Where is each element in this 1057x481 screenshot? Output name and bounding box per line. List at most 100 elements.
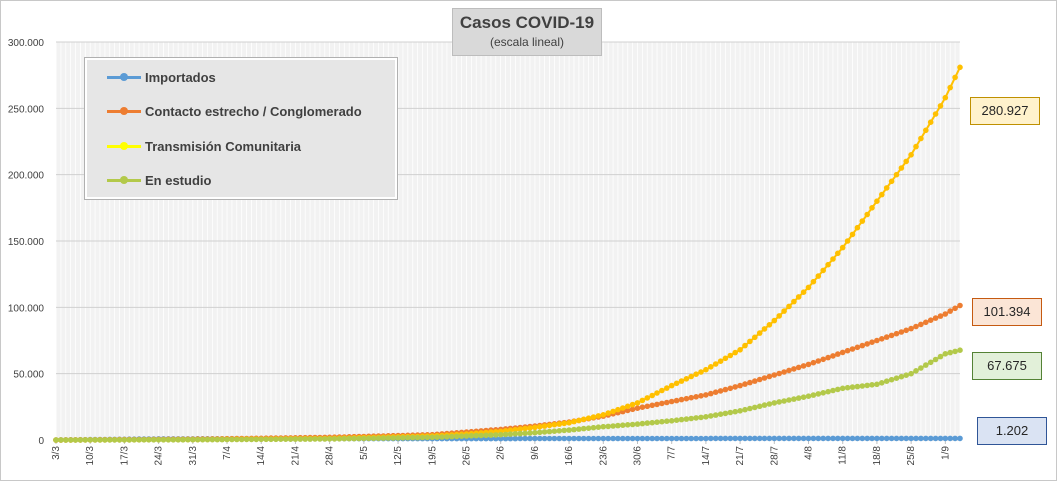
series-point-3: [688, 415, 694, 422]
legend-item-estudio: En estudio: [107, 170, 211, 190]
series-point-3: [527, 430, 533, 436]
series-point-0: [737, 435, 743, 442]
series-point-0: [957, 435, 963, 442]
series-point-3: [566, 427, 572, 433]
series-point-2: [908, 152, 914, 158]
series-point-3: [600, 423, 607, 430]
series-point-3: [444, 434, 450, 440]
series-point-3: [453, 433, 460, 440]
series-point-3: [712, 412, 719, 418]
series-point-2: [556, 421, 563, 427]
series-point-0: [879, 435, 885, 442]
series-point-3: [92, 437, 98, 443]
series-point-1: [800, 363, 807, 369]
series-point-1: [844, 347, 851, 354]
series-point-3: [204, 436, 211, 443]
series-point-1: [722, 386, 729, 393]
x-tick-label: 14/4: [256, 446, 267, 466]
legend-label: En estudio: [145, 172, 212, 188]
series-point-1: [952, 305, 958, 312]
series-point-3: [888, 376, 895, 383]
series-point-0: [918, 435, 924, 442]
series-point-1: [712, 389, 719, 396]
series-point-3: [942, 351, 949, 357]
series-point-0: [624, 435, 631, 442]
series-point-3: [370, 435, 377, 442]
x-tick-label: 3/3: [51, 446, 62, 460]
series-point-3: [102, 437, 108, 443]
series-point-3: [214, 436, 221, 443]
series-point-1: [864, 341, 870, 347]
series-point-2: [668, 382, 675, 389]
series-point-3: [155, 437, 162, 443]
series-point-3: [194, 436, 201, 443]
series-point-2: [835, 250, 841, 257]
series-point-0: [546, 435, 553, 442]
series-point-0: [815, 435, 822, 442]
series-point-2: [800, 289, 807, 296]
series-point-3: [307, 436, 313, 442]
y-tick-label: 50.000: [13, 370, 44, 381]
series-point-1: [830, 353, 836, 359]
series-point-1: [766, 373, 773, 380]
series-point-3: [243, 436, 250, 443]
series-point-2: [654, 390, 660, 396]
series-point-1: [708, 390, 714, 397]
series-point-3: [375, 435, 382, 442]
series-point-3: [234, 436, 240, 443]
series-point-1: [947, 308, 953, 314]
series-point-3: [141, 437, 147, 443]
series-point-0: [527, 435, 533, 442]
series-point-0: [756, 435, 763, 442]
series-point-0: [854, 435, 861, 442]
series-point-1: [937, 313, 944, 319]
series-point-1: [927, 317, 934, 324]
series-point-0: [502, 435, 509, 442]
series-point-2: [761, 326, 768, 332]
series-point-3: [561, 427, 567, 434]
series-point-0: [810, 435, 817, 442]
series-point-2: [742, 342, 748, 349]
series-point-2: [839, 244, 846, 251]
series-point-3: [795, 395, 802, 401]
series-point-3: [317, 436, 323, 442]
series-point-3: [429, 434, 436, 441]
series-point-3: [414, 434, 421, 441]
series-point-3: [668, 418, 675, 424]
series-point-3: [649, 419, 655, 426]
series-point-3: [737, 408, 743, 414]
series-point-3: [351, 435, 357, 442]
series-point-2: [566, 420, 572, 426]
series-point-0: [605, 435, 611, 442]
series-point-0: [898, 435, 905, 442]
series-point-0: [561, 435, 567, 442]
x-tick-label: 10/3: [85, 446, 96, 466]
series-point-1: [673, 397, 680, 404]
series-point-3: [781, 398, 787, 404]
series-point-1: [639, 404, 646, 411]
series-point-2: [937, 103, 944, 109]
series-point-1: [932, 315, 939, 321]
series-point-3: [409, 434, 416, 441]
series-point-3: [678, 416, 685, 423]
series-point-0: [835, 435, 841, 442]
series-point-1: [815, 358, 822, 364]
series-point-3: [121, 437, 128, 443]
series-point-2: [752, 334, 758, 341]
series-point-3: [483, 432, 489, 439]
x-tick-label: 7/7: [667, 446, 678, 460]
series-point-3: [395, 435, 401, 441]
series-point-0: [869, 435, 875, 442]
x-tick-label: 4/8: [804, 446, 815, 460]
series-point-2: [624, 403, 631, 410]
series-point-0: [595, 435, 602, 442]
x-tick-label: 9/6: [530, 446, 541, 460]
series-point-3: [693, 415, 699, 421]
series-point-0: [722, 435, 729, 442]
series-point-3: [722, 410, 729, 417]
series-point-2: [923, 127, 929, 134]
series-point-1: [629, 406, 636, 413]
x-tick-label: 23/6: [598, 446, 609, 466]
series-point-2: [639, 397, 646, 404]
x-tick-label: 11/8: [838, 446, 849, 465]
